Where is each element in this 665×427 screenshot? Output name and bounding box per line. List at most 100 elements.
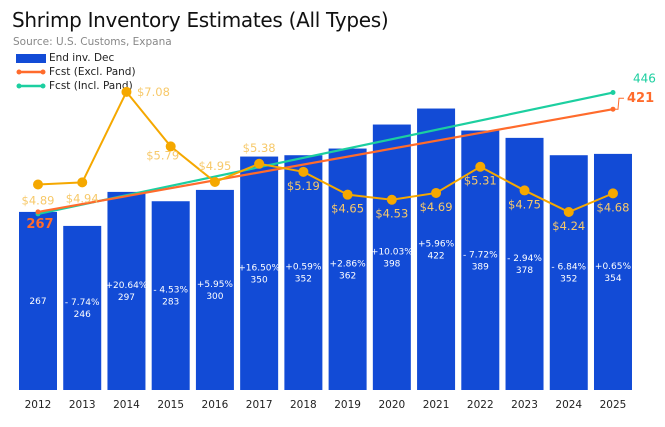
legend-item-end-inv: End inv. Dec (16, 51, 136, 65)
bar-change-label: - 2.94% (507, 254, 542, 264)
bar-value-label: 267 (29, 297, 46, 307)
bar-value-label: 297 (118, 293, 135, 303)
bar-change-label: - 7.72% (463, 250, 498, 260)
x-tick-label: 2016 (202, 399, 229, 411)
chart-title: Shrimp Inventory Estimates (All Types) (12, 8, 389, 32)
price-point-2012 (33, 179, 43, 190)
price-point-2018 (298, 166, 309, 177)
x-tick-label: 2020 (378, 399, 405, 411)
bar-2021 (417, 108, 456, 390)
x-tick-label: 2012 (25, 399, 52, 411)
bar-change-label: - 7.74% (65, 298, 100, 308)
x-tick-label: 2021 (423, 399, 450, 411)
price-point-2015 (165, 141, 176, 152)
price-label: $7.08 (137, 85, 170, 99)
price-label: $4.75 (508, 197, 541, 211)
bar-change-label: +0.65% (595, 262, 632, 272)
legend-label: Fcst (Excl. Pand) (49, 66, 136, 78)
forecast-start-point (35, 209, 41, 215)
price-label: $5.79 (146, 148, 179, 162)
bar-2024 (549, 155, 588, 390)
x-tick-label: 2025 (600, 399, 627, 411)
bar-value-label: 398 (383, 259, 400, 269)
bar-2016 (195, 189, 234, 390)
bar-value-label: 378 (516, 266, 533, 276)
x-tick-label: 2017 (246, 399, 273, 411)
price-point-2022 (475, 161, 486, 172)
forecast-line (37, 108, 614, 213)
bar-value-label: 350 (251, 275, 268, 285)
price-label: $4.69 (420, 200, 453, 214)
bar-2015 (151, 201, 190, 390)
chart-source: Source: U.S. Customs, Expana (13, 36, 172, 48)
price-point-2023 (519, 185, 530, 196)
bar-value-label: 283 (162, 298, 179, 308)
price-point-2016 (209, 176, 220, 187)
price-point-2013 (77, 177, 88, 188)
bar-2022 (461, 130, 500, 391)
bar-2019 (328, 148, 367, 390)
bar-2023 (505, 137, 544, 390)
x-tick-label: 2022 (467, 399, 494, 411)
forecast-line (37, 91, 614, 215)
price-label: $5.19 (287, 179, 320, 193)
bar-change-label: +0.59% (285, 263, 322, 273)
price-label: $4.24 (552, 219, 585, 233)
bar-value-label: 389 (472, 262, 489, 272)
price-line (37, 90, 614, 214)
price-point-2025 (607, 188, 618, 199)
price-point-2017 (254, 158, 265, 169)
legend-swatch-line (16, 83, 46, 89)
price-point-2021 (431, 187, 442, 198)
bar-2013 (63, 225, 102, 390)
bar-2014 (107, 191, 146, 390)
legend-swatch-line (16, 69, 46, 75)
bar-value-label: 352 (295, 275, 312, 285)
bar-2018 (284, 155, 323, 390)
x-tick-label: 2019 (334, 399, 361, 411)
bar-value-label: 246 (74, 310, 91, 320)
bar-value-label: 352 (560, 275, 577, 285)
price-label: $4.65 (331, 202, 364, 216)
x-tick-label: 2013 (69, 399, 96, 411)
bar-value-label: 300 (206, 292, 223, 302)
price-point-2024 (563, 207, 574, 217)
price-label: $4.68 (597, 200, 630, 214)
forecast-excl-start-label: 267 (26, 217, 53, 232)
legend-label: End inv. Dec (49, 52, 115, 64)
x-tick-label: 2014 (113, 399, 140, 411)
x-tick-label: 2023 (511, 399, 538, 411)
forecast-end-point (610, 106, 616, 112)
x-tick-label: 2015 (157, 399, 184, 411)
forecast-excl-end-label: 421 (627, 91, 654, 106)
x-tick-label: 2018 (290, 399, 317, 411)
bar-2025 (593, 153, 632, 390)
price-label: $5.38 (243, 141, 276, 155)
bar-change-label: +2.86% (330, 259, 367, 269)
bar-2017 (240, 156, 279, 390)
forecast-incl-end-label: 446 (633, 72, 656, 86)
bar-change-label: +20.64% (106, 281, 148, 291)
legend-swatch-bar (16, 53, 46, 63)
bar-change-label: +5.96% (418, 239, 455, 249)
bar-value-label: 362 (339, 271, 356, 281)
legend-item-fcst-incl: Fcst (Incl. Pand) (16, 79, 136, 93)
bar-change-label: - 6.84% (551, 263, 586, 273)
price-label: $4.53 (375, 207, 408, 221)
bar-2012 (19, 211, 57, 390)
legend-item-fcst-excl: Fcst (Excl. Pand) (16, 65, 136, 79)
x-tick-label: 2024 (555, 399, 582, 411)
price-point-2020 (386, 194, 397, 205)
price-label: $4.89 (22, 194, 55, 208)
bar-2020 (372, 124, 411, 390)
bar-change-label: +16.50% (238, 263, 280, 273)
leader-line (614, 97, 624, 110)
bar-change-label: +10.03% (371, 247, 413, 257)
bar-change-label: +5.95% (197, 280, 234, 290)
legend-label: Fcst (Incl. Pand) (49, 80, 133, 92)
price-label: $4.94 (66, 191, 99, 205)
price-point-2019 (342, 189, 353, 200)
bar-change-label: - 4.53% (153, 286, 188, 296)
price-label: $5.31 (464, 174, 497, 188)
bar-value-label: 422 (427, 251, 444, 261)
